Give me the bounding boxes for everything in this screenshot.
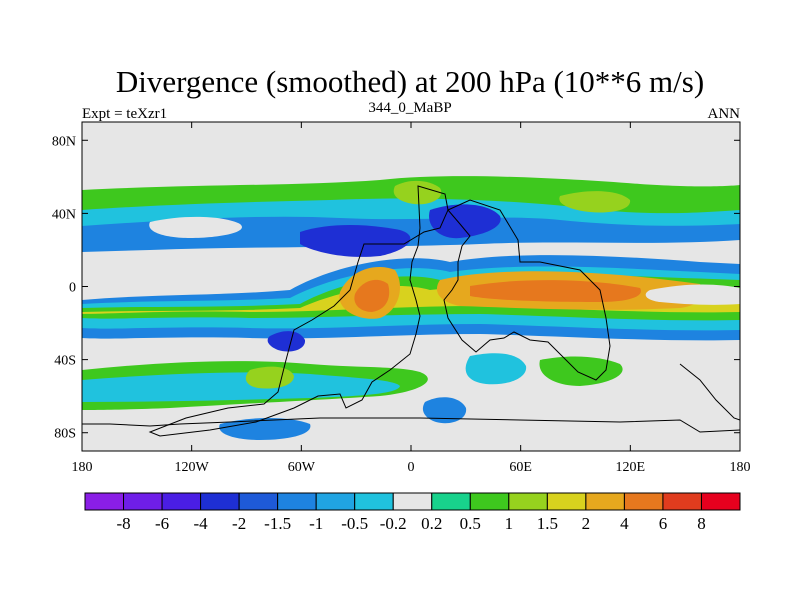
map-plot-area bbox=[82, 122, 740, 451]
colorbar-label: 1.5 bbox=[537, 514, 558, 533]
y-tick-label: 40S bbox=[54, 354, 76, 369]
colorbar-swatch bbox=[200, 492, 240, 511]
x-tick-label: 120E bbox=[616, 460, 646, 475]
contour-blob-blue-south-1 bbox=[219, 418, 311, 440]
colorbar-swatch bbox=[623, 492, 664, 511]
x-tick-label: 60W bbox=[288, 460, 316, 475]
colorbar-swatch bbox=[84, 492, 125, 511]
colorbar-swatch bbox=[161, 492, 202, 511]
y-tick-label: 80S bbox=[54, 427, 76, 442]
y-tick-label: 40N bbox=[52, 207, 76, 222]
colorbar-swatch bbox=[585, 492, 625, 511]
x-axis: 180 120W 60W 0 60E 120E 180 bbox=[72, 122, 751, 475]
contour-band-north-blue bbox=[82, 216, 740, 252]
coastline-americas bbox=[148, 185, 449, 437]
colorbar-swatch bbox=[277, 492, 317, 511]
contour-blob-blue-south-2 bbox=[422, 397, 467, 424]
coastline-australia bbox=[679, 363, 740, 421]
colorbar-label: 0.5 bbox=[460, 514, 481, 533]
colorbar-label: 4 bbox=[620, 514, 629, 533]
y-tick-label: 80N bbox=[52, 134, 76, 149]
colorbar-label: -0.2 bbox=[380, 514, 407, 533]
experiment-label: Expt = teXzr1 bbox=[82, 106, 167, 122]
colorbar-swatch bbox=[315, 492, 356, 511]
x-tick-label: 0 bbox=[408, 460, 415, 475]
colorbar-swatch bbox=[469, 492, 510, 511]
contour-blob-green-south-5 bbox=[245, 366, 294, 389]
x-tick-label: 180 bbox=[730, 460, 751, 475]
colorbar: -8 -6 -4 -2 -1.5 -1 -0.5 -0.2 0.2 0.5 1 1.5 2 4 6 8 bbox=[84, 492, 741, 533]
x-tick-label: 60E bbox=[509, 460, 532, 475]
contour-blob-white-north bbox=[149, 216, 242, 238]
season-label: ANN bbox=[708, 106, 741, 122]
contour-band-south-cyan bbox=[82, 372, 400, 402]
colorbar-label: -6 bbox=[155, 514, 169, 533]
coastlines bbox=[82, 185, 740, 437]
y-tick-label: 0 bbox=[69, 281, 76, 296]
contour-blob-yellow-north bbox=[393, 180, 442, 205]
colorbar-swatch bbox=[508, 492, 548, 511]
colorbar-label: 8 bbox=[697, 514, 706, 533]
colorbar-label: 2 bbox=[582, 514, 591, 533]
contour-blob-red-indian bbox=[470, 280, 641, 302]
x-tick-label: 180 bbox=[72, 460, 93, 475]
contour-blob-green-north-2 bbox=[559, 191, 631, 213]
contour-blob-red-atlantic bbox=[354, 279, 390, 312]
colorbar-label: 6 bbox=[659, 514, 668, 533]
contour-blob-blue-southwest bbox=[267, 331, 306, 352]
period-label: 344_0_MaBP bbox=[368, 100, 451, 116]
chart-title: Divergence (smoothed) at 200 hPa (10**6 … bbox=[116, 64, 704, 99]
colorbar-label: -4 bbox=[194, 514, 209, 533]
contour-blob-white-east bbox=[645, 284, 740, 305]
contour-blob-green-south-3 bbox=[539, 356, 623, 386]
colorbar-swatch bbox=[238, 492, 279, 511]
colorbar-swatch bbox=[354, 492, 394, 511]
x-tick-label: 120W bbox=[175, 460, 210, 475]
colorbar-swatch bbox=[123, 492, 163, 511]
colorbar-swatch bbox=[546, 492, 587, 511]
colorbar-swatch bbox=[392, 492, 433, 511]
y-axis: 80N 40N 0 40S 80S bbox=[52, 134, 740, 442]
colorbar-label: -2 bbox=[232, 514, 246, 533]
contour-blob-dark-blue-1 bbox=[300, 225, 411, 257]
contour-blob-cyan-south-4 bbox=[465, 353, 527, 385]
colorbar-label: -0.5 bbox=[341, 514, 368, 533]
colorbar-label: -1 bbox=[309, 514, 323, 533]
colorbar-label: -8 bbox=[116, 514, 130, 533]
colorbar-swatch bbox=[431, 492, 471, 511]
coastline-africa-eurasia bbox=[443, 199, 611, 381]
coastline-antarctic bbox=[82, 417, 740, 433]
contour-blob-white-equator bbox=[119, 273, 271, 294]
colorbar-swatch bbox=[700, 492, 741, 511]
colorbar-label: 0.2 bbox=[421, 514, 442, 533]
colorbar-label: -1.5 bbox=[264, 514, 291, 533]
colorbar-swatch bbox=[662, 492, 702, 511]
colorbar-label: 1 bbox=[505, 514, 514, 533]
